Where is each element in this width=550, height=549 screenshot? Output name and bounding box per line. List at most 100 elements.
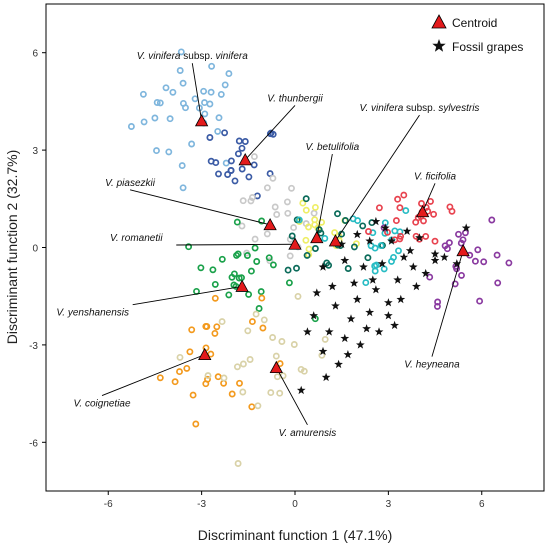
fossil-grape-point: [461, 223, 471, 232]
x-tick-label: 6: [479, 499, 485, 510]
species-point: [162, 84, 170, 92]
species-point: [248, 403, 256, 411]
species-point: [218, 255, 226, 263]
species-point: [267, 129, 275, 137]
species-point: [272, 352, 280, 360]
species-point: [218, 318, 226, 326]
species-point: [238, 222, 246, 230]
species-point: [251, 235, 259, 243]
species-point: [230, 270, 238, 278]
centroid-marker: [328, 234, 343, 247]
fossil-grape-point: [390, 320, 399, 330]
species-point: [209, 266, 217, 274]
species-point: [269, 174, 277, 182]
centroid-label: V. ficifolia: [414, 171, 456, 182]
centroid-leader-line: [244, 105, 296, 161]
species-point: [176, 67, 184, 74]
species-point: [239, 360, 247, 368]
centroid-leader-line: [275, 367, 308, 426]
centroid-label: V. heyneana: [404, 360, 460, 371]
fossil-grape-point: [334, 359, 343, 369]
fossil-grape-point: [430, 255, 440, 265]
species-point: [221, 129, 229, 137]
axis-ticks: -6 -3 0 3 6 -6 -3 0 3 6: [29, 49, 485, 510]
species-point: [273, 211, 281, 218]
species-point: [200, 87, 208, 95]
centroid-leader-line: [129, 189, 271, 226]
fossil-grape-point: [352, 229, 362, 239]
fossil-grape-point: [324, 327, 334, 336]
species-point: [220, 374, 228, 382]
species-point: [247, 267, 255, 275]
fossil-grape-point: [399, 252, 409, 261]
fossil-grape-point: [384, 311, 393, 320]
centroid-marker: [263, 217, 277, 231]
species-point: [185, 243, 193, 251]
centroid-marker: [456, 243, 470, 257]
species-point: [354, 217, 362, 225]
species-point: [258, 217, 266, 225]
species-point: [458, 271, 465, 279]
fossil-grape-point: [396, 294, 406, 304]
centroid-label: V. thunbergii: [267, 93, 323, 104]
species-point: [207, 88, 215, 96]
species-point: [227, 157, 235, 165]
species-point: [371, 244, 379, 252]
centroid-label: V. coignetiae: [73, 399, 131, 410]
species-point: [127, 123, 135, 130]
centroid-marker: [198, 347, 212, 361]
species-point: [395, 247, 402, 255]
species-point: [284, 209, 292, 217]
species-point: [362, 279, 370, 287]
species-point: [188, 140, 196, 148]
fossil-grape-point: [365, 236, 375, 245]
species-point: [176, 353, 184, 361]
species-point: [258, 294, 266, 302]
species-point: [259, 324, 267, 332]
legend-fossil-label: Fossil grapes: [452, 40, 523, 54]
species-point: [263, 230, 271, 238]
species-point: [350, 243, 358, 251]
fossil-grape-point: [356, 340, 365, 349]
species-point: [206, 134, 214, 141]
species-point: [212, 159, 220, 167]
species-point: [344, 265, 352, 272]
fossil-grape-point: [309, 311, 318, 320]
species-point: [459, 236, 467, 244]
fossil-grape-point: [415, 233, 424, 242]
fossil-grape-point: [371, 216, 381, 226]
species-point: [238, 165, 246, 173]
species-point: [266, 170, 274, 178]
centroid-label: V. piasezkii: [105, 178, 156, 189]
fossil-grape-point: [340, 333, 350, 343]
species-point: [377, 242, 385, 250]
centroid-label-part: V. thunbergii: [267, 93, 323, 104]
species-point: [183, 364, 191, 372]
species-point: [302, 206, 310, 214]
fossil-grape-point: [408, 262, 418, 271]
species-point: [233, 218, 241, 226]
species-point: [390, 253, 397, 261]
centroid-leader-line: [191, 63, 203, 121]
species-point: [418, 200, 425, 207]
fossil-grape-point: [346, 314, 356, 323]
species-point: [294, 292, 302, 300]
fossil-grape-point: [318, 346, 328, 356]
centroid-label-part: V. amurensis: [279, 428, 337, 439]
fossil-grape-point: [318, 262, 328, 271]
fossil-grape-point: [421, 268, 431, 278]
species-point: [252, 310, 260, 318]
species-point: [251, 244, 259, 252]
fossil-grape-point: [362, 324, 371, 333]
y-tick-label: 6: [32, 49, 38, 60]
species-point: [179, 79, 187, 87]
species-point: [208, 62, 216, 70]
species-point: [402, 207, 410, 215]
fossil-grape-point: [384, 298, 393, 307]
species-point: [441, 242, 449, 250]
centroid-leader-line: [422, 183, 436, 212]
species-point: [246, 356, 254, 363]
fossil-grape-point: [412, 281, 421, 291]
species-point: [392, 217, 400, 225]
centroid-label-part: subsp.: [403, 103, 438, 114]
